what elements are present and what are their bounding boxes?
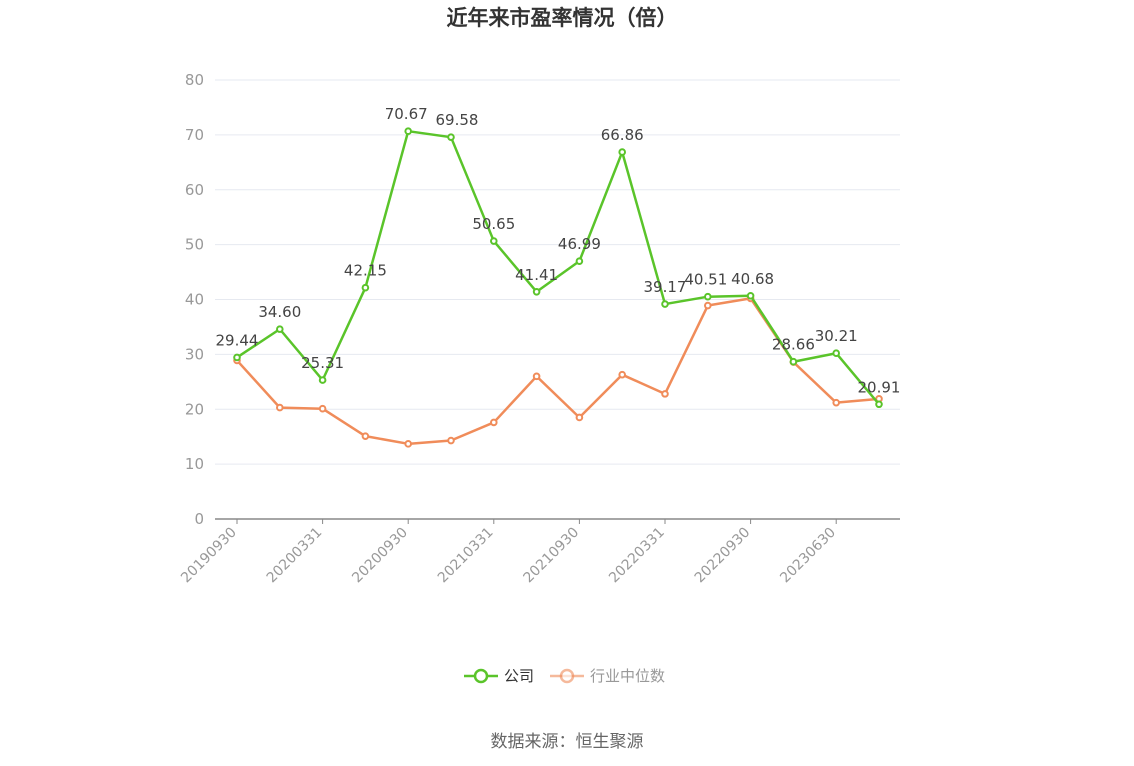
legend-item-industry[interactable]: 行业中位数 xyxy=(550,667,665,685)
industry-point xyxy=(404,440,413,448)
industry-point xyxy=(318,404,327,413)
company-point xyxy=(233,353,241,362)
data-label: 50.65 xyxy=(472,215,515,233)
y-tick-label: 50 xyxy=(185,236,204,254)
legend-company-marker xyxy=(473,668,489,684)
y-axis-ticks: 0 10 20 30 40 50 60 70 80 xyxy=(185,71,204,528)
industry-point xyxy=(490,418,498,427)
data-label: 29.44 xyxy=(216,331,259,349)
legend-company-label: 公司 xyxy=(504,667,534,685)
y-tick-label: 30 xyxy=(185,345,204,363)
y-tick-label: 80 xyxy=(185,71,204,89)
data-label: 41.41 xyxy=(515,266,558,284)
data-label: 46.99 xyxy=(558,235,601,253)
company-point xyxy=(404,127,413,135)
y-tick-label: 0 xyxy=(194,510,204,528)
data-label: 39.17 xyxy=(644,278,687,296)
legend-industry-marker xyxy=(559,668,575,684)
y-tick-label: 70 xyxy=(185,126,204,144)
company-point xyxy=(746,291,755,300)
x-tick-label: 20190930 xyxy=(178,525,240,587)
data-labels: 29.44 34.60 25.31 42.15 70.67 69.58 50.65 41.41… xyxy=(216,105,901,396)
company-line xyxy=(236,129,880,406)
company-point xyxy=(575,257,584,265)
industry-point xyxy=(361,432,370,440)
data-label: 28.66 xyxy=(772,336,815,354)
industry-point xyxy=(832,398,841,407)
x-tick-label: 20220930 xyxy=(692,525,754,587)
chart-title: 近年来市盈率情况（倍） xyxy=(447,6,678,30)
legend[interactable]: 公司 行业中位数 xyxy=(464,667,665,685)
data-label: 70.67 xyxy=(385,105,428,123)
y-tick-label: 10 xyxy=(185,455,204,473)
data-label: 42.15 xyxy=(344,262,387,280)
company-point xyxy=(704,292,712,301)
industry-point xyxy=(618,370,627,379)
grid-lines xyxy=(215,79,900,465)
industry-point xyxy=(532,372,541,381)
data-label: 66.86 xyxy=(601,126,644,144)
company-point xyxy=(276,325,284,333)
company-point xyxy=(447,133,455,141)
data-source: 数据来源：恒生聚源 xyxy=(491,732,644,752)
x-tick-label: 20210930 xyxy=(521,525,583,587)
industry-point xyxy=(276,403,284,412)
data-label: 40.51 xyxy=(684,271,727,289)
legend-industry-label: 行业中位数 xyxy=(590,667,665,685)
x-tick-label: 20210331 xyxy=(435,525,497,587)
company-point xyxy=(661,300,669,308)
legend-item-company[interactable]: 公司 xyxy=(464,667,534,685)
industry-point xyxy=(575,413,584,422)
x-tick-label: 20230630 xyxy=(777,525,839,587)
data-label: 69.58 xyxy=(436,111,479,129)
company-point xyxy=(875,400,883,409)
data-label: 25.31 xyxy=(301,354,344,372)
series-company xyxy=(233,127,883,409)
x-tick-label: 20200331 xyxy=(264,525,326,587)
company-point xyxy=(618,148,627,156)
data-label: 34.60 xyxy=(258,303,301,321)
company-point xyxy=(832,349,841,358)
data-label: 30.21 xyxy=(815,327,858,345)
company-point xyxy=(789,357,798,366)
company-point xyxy=(532,287,541,296)
industry-point xyxy=(661,390,669,398)
x-axis: 20190930 20200331 20200930 20210331 20210930… xyxy=(178,518,900,587)
data-label: 20.91 xyxy=(858,378,901,396)
x-tick-label: 20200930 xyxy=(349,525,411,587)
y-tick-label: 40 xyxy=(185,291,204,309)
industry-point xyxy=(704,301,712,310)
data-label: 40.68 xyxy=(731,270,774,288)
y-tick-label: 60 xyxy=(185,181,204,199)
company-point xyxy=(361,283,370,292)
company-point xyxy=(490,237,498,245)
company-point xyxy=(318,376,327,384)
x-tick-label: 20220331 xyxy=(606,525,668,587)
y-tick-label: 20 xyxy=(185,400,204,418)
industry-point xyxy=(447,436,455,445)
